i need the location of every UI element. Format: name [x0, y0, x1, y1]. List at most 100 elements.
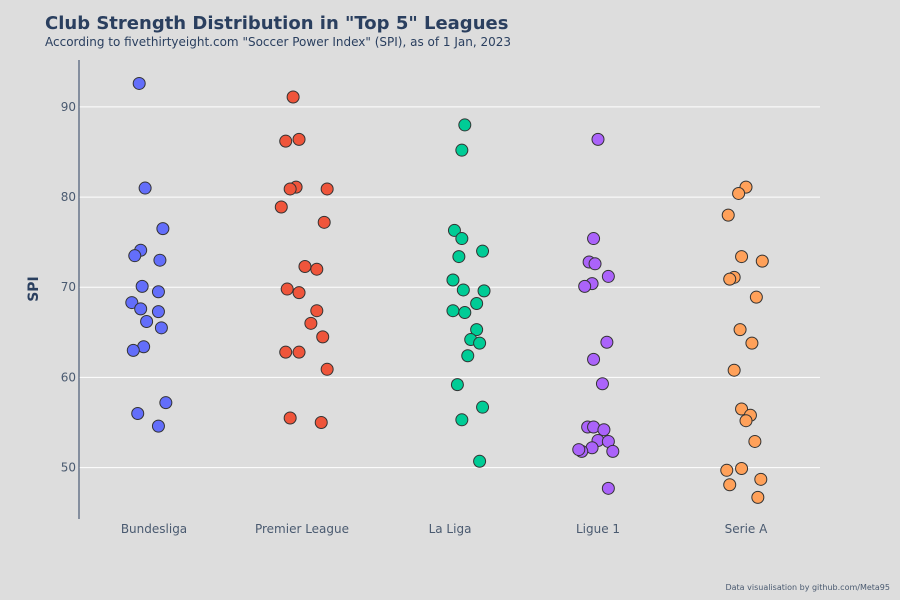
- data-point[interactable]: [274, 200, 288, 214]
- data-point[interactable]: [151, 305, 165, 319]
- data-point[interactable]: [446, 304, 460, 318]
- data-point[interactable]: [135, 279, 149, 293]
- data-point[interactable]: [455, 413, 469, 427]
- x-tick-label: La Liga: [429, 522, 472, 536]
- data-point[interactable]: [749, 290, 763, 304]
- data-point[interactable]: [279, 134, 293, 148]
- data-point[interactable]: [128, 249, 142, 263]
- data-point[interactable]: [154, 321, 168, 335]
- x-tick-label: Serie A: [725, 522, 768, 536]
- data-point[interactable]: [455, 232, 469, 246]
- x-tick-label: Premier League: [255, 522, 349, 536]
- data-point[interactable]: [572, 443, 586, 457]
- data-point[interactable]: [587, 232, 601, 246]
- data-point[interactable]: [126, 343, 140, 357]
- data-point[interactable]: [447, 223, 461, 237]
- data-point[interactable]: [735, 250, 749, 264]
- data-point[interactable]: [452, 250, 466, 264]
- chart-title: Club Strength Distribution in "Top 5" Le…: [45, 13, 508, 34]
- data-point[interactable]: [476, 244, 490, 258]
- data-point[interactable]: [606, 444, 620, 458]
- data-point[interactable]: [151, 419, 165, 433]
- data-point[interactable]: [320, 182, 334, 196]
- data-point[interactable]: [283, 182, 297, 196]
- data-point[interactable]: [153, 253, 167, 267]
- x-tick-label: Ligue 1: [576, 522, 620, 536]
- data-point[interactable]: [140, 315, 154, 329]
- data-point[interactable]: [450, 378, 464, 392]
- series-premier-league: [274, 90, 334, 430]
- data-point[interactable]: [587, 352, 601, 366]
- data-point[interactable]: [470, 296, 484, 310]
- data-point[interactable]: [131, 406, 145, 420]
- data-point[interactable]: [310, 304, 324, 318]
- data-point[interactable]: [316, 330, 330, 344]
- y-tick-label: 70: [61, 280, 76, 294]
- series-la-liga: [446, 118, 491, 468]
- data-point[interactable]: [735, 402, 749, 416]
- data-point[interactable]: [286, 90, 300, 104]
- data-point[interactable]: [310, 262, 324, 276]
- data-point[interactable]: [314, 416, 328, 430]
- data-point[interactable]: [578, 279, 592, 293]
- data-point[interactable]: [132, 76, 146, 90]
- data-point[interactable]: [751, 490, 765, 504]
- data-point[interactable]: [283, 411, 297, 425]
- data-point[interactable]: [588, 257, 602, 271]
- data-point[interactable]: [458, 305, 472, 319]
- data-point[interactable]: [735, 462, 749, 476]
- data-point[interactable]: [138, 181, 152, 195]
- data-point[interactable]: [456, 283, 470, 297]
- data-point[interactable]: [727, 363, 741, 377]
- data-point[interactable]: [748, 434, 762, 448]
- data-point[interactable]: [292, 286, 306, 300]
- data-point[interactable]: [446, 273, 460, 287]
- data-point[interactable]: [595, 377, 609, 391]
- data-point[interactable]: [745, 336, 759, 350]
- data-point[interactable]: [473, 336, 487, 350]
- data-point[interactable]: [739, 414, 753, 428]
- data-point[interactable]: [279, 345, 293, 359]
- data-point[interactable]: [320, 362, 334, 376]
- data-point[interactable]: [455, 143, 469, 157]
- x-tick-labels: Bundesliga Premier League La Liga Ligue 1 Se…: [121, 522, 768, 536]
- data-point[interactable]: [292, 345, 306, 359]
- data-point[interactable]: [720, 463, 734, 477]
- data-point[interactable]: [134, 302, 148, 316]
- series-bundesliga: [125, 76, 173, 433]
- x-tick-label: Bundesliga: [121, 522, 187, 536]
- data-point[interactable]: [600, 335, 614, 349]
- data-point[interactable]: [601, 481, 615, 495]
- data-point[interactable]: [591, 132, 605, 146]
- data-point[interactable]: [723, 272, 737, 286]
- data-point[interactable]: [159, 396, 173, 410]
- data-point[interactable]: [292, 132, 306, 146]
- data-point[interactable]: [473, 454, 487, 468]
- y-tick-label: 60: [61, 370, 76, 384]
- data-point[interactable]: [721, 208, 735, 222]
- data-point[interactable]: [476, 400, 490, 414]
- data-point[interactable]: [601, 269, 615, 283]
- series-serie-a: [720, 180, 769, 504]
- data-point[interactable]: [280, 282, 294, 296]
- data-point[interactable]: [125, 296, 139, 310]
- data-point[interactable]: [470, 323, 484, 337]
- data-point[interactable]: [304, 316, 318, 330]
- data-point[interactable]: [298, 260, 312, 274]
- data-points: [125, 76, 769, 504]
- data-point[interactable]: [458, 118, 472, 132]
- data-point[interactable]: [733, 323, 747, 337]
- data-point[interactable]: [461, 349, 475, 363]
- data-point[interactable]: [723, 478, 737, 492]
- data-point[interactable]: [317, 215, 331, 229]
- data-point[interactable]: [754, 472, 768, 486]
- data-point[interactable]: [755, 254, 769, 268]
- data-point[interactable]: [597, 423, 611, 437]
- data-point[interactable]: [477, 284, 491, 298]
- data-point[interactable]: [732, 186, 746, 200]
- data-point[interactable]: [156, 222, 170, 236]
- data-point[interactable]: [151, 285, 165, 299]
- y-tick-labels: 50 60 70 80 90: [61, 100, 76, 475]
- y-axis-title: SPI: [26, 276, 42, 302]
